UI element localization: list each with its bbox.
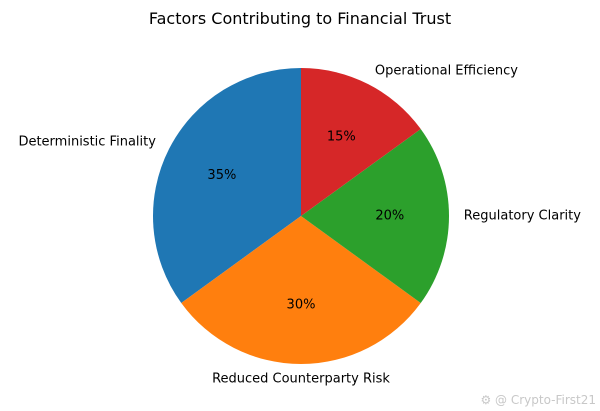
slice-label-deterministic-finality: Deterministic Finality [18, 135, 156, 150]
slice-label-regulatory-clarity: Regulatory Clarity [464, 209, 581, 224]
slice-label-reduced-counterparty-risk: Reduced Counterparty Risk [212, 371, 390, 386]
pie-slices [153, 68, 450, 365]
pie-slice-deterministic-finality [153, 68, 301, 303]
pct-label-regulatory-clarity: 20% [375, 209, 404, 224]
chart-title: Factors Contributing to Financial Trust [149, 9, 451, 28]
pct-label-deterministic-finality: 35% [207, 168, 236, 183]
slice-label-operational-efficiency: Operational Efficiency [375, 63, 518, 78]
pie-labels: Deterministic Finality 35% Reduced Counter… [18, 63, 581, 386]
watermark: ⚙ @ Crypto-First21 [480, 393, 596, 407]
pct-label-reduced-counterparty-risk: 30% [287, 297, 316, 312]
pie-slice-reduced-counterparty-risk [181, 216, 421, 365]
pie-slice-operational-efficiency [301, 68, 421, 216]
pie-slice-regulatory-clarity [301, 129, 450, 303]
pct-label-operational-efficiency: 15% [327, 129, 356, 144]
